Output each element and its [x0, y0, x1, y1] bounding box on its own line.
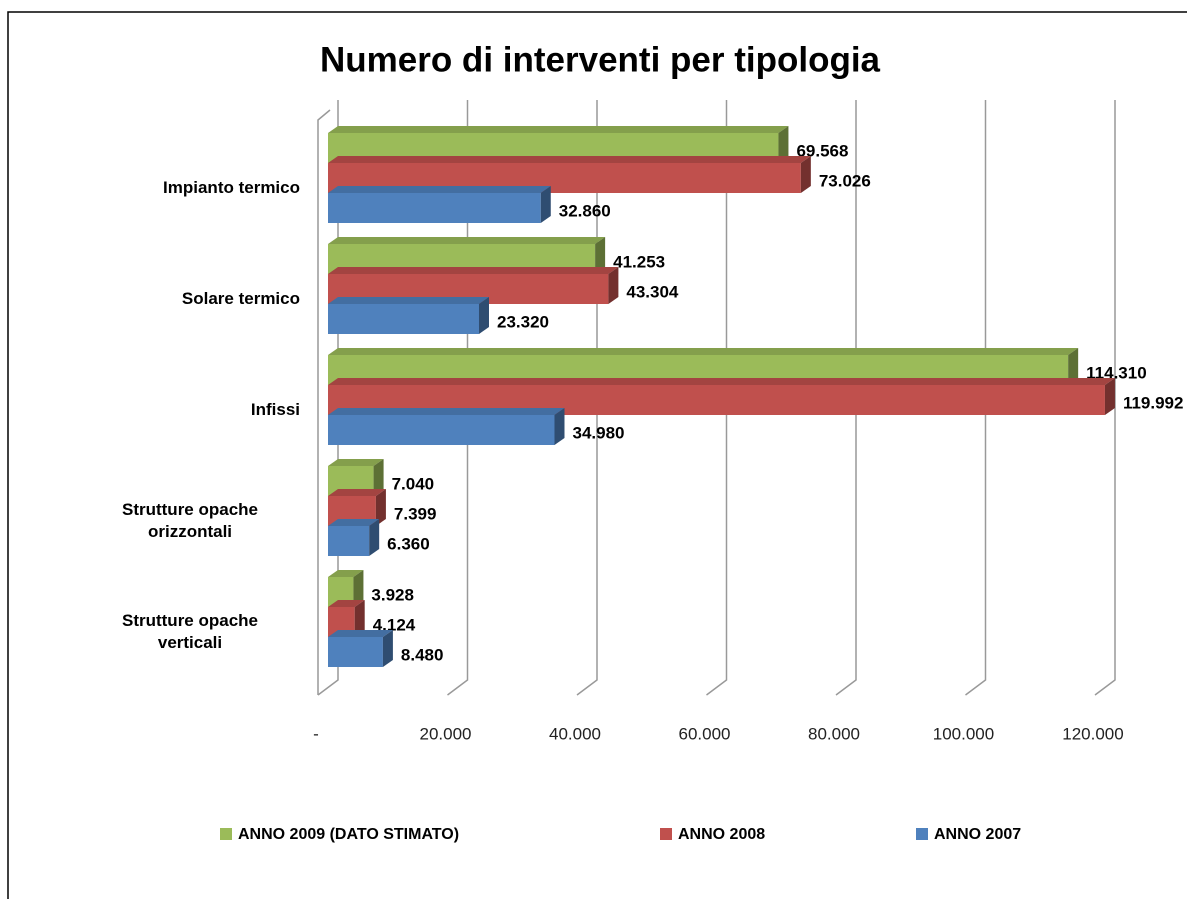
axis-wall: [317, 109, 331, 695]
value-label: 114.310: [1086, 363, 1147, 382]
bar: [328, 637, 383, 667]
category-label: Solare termico: [181, 289, 300, 308]
bar-top: [328, 186, 551, 193]
bar-top: [328, 348, 1079, 355]
bar-top: [328, 630, 393, 637]
chart-title: Numero di interventi per tipologia: [320, 40, 881, 79]
legend-label: ANNO 2008: [678, 826, 765, 843]
x-tick-label: -: [313, 724, 319, 743]
value-label: 69.568: [796, 141, 848, 160]
bar-side: [1104, 378, 1115, 415]
bar-top: [328, 237, 606, 244]
x-tick-label: 100.000: [933, 724, 994, 743]
bar-top: [328, 459, 384, 466]
value-label: 6.360: [387, 534, 430, 553]
category-label: Impianto termico: [163, 178, 300, 197]
bar-side: [608, 267, 619, 304]
grid-line: [965, 100, 987, 696]
value-label: 7.040: [392, 474, 435, 493]
value-label: 32.860: [559, 201, 611, 220]
bar-top: [328, 156, 811, 163]
bar-top: [328, 489, 386, 496]
value-label: 8.480: [401, 645, 444, 664]
bar-top: [328, 570, 364, 577]
x-tick-label: 40.000: [549, 724, 601, 743]
bar-top: [328, 126, 789, 133]
bar-side: [354, 600, 365, 637]
bar-side: [478, 297, 489, 334]
bar-side: [375, 489, 386, 526]
bar-side: [800, 156, 811, 193]
category-label: Strutture opache verticali: [121, 611, 259, 652]
value-label: 23.320: [497, 312, 549, 331]
legend-label: ANNO 2007: [934, 826, 1021, 843]
value-label: 3.928: [371, 585, 414, 604]
grid-line: [835, 100, 857, 696]
x-tick-label: 80.000: [808, 724, 860, 743]
bar-top: [328, 600, 365, 607]
value-label: 34.980: [572, 423, 624, 442]
value-label: 43.304: [626, 282, 679, 301]
category-label: Strutture opache orizzontali: [121, 500, 259, 541]
bar-side: [554, 408, 565, 445]
legend-swatch: [220, 828, 232, 840]
bar-top: [328, 378, 1115, 385]
legend-swatch: [660, 828, 672, 840]
bar-top: [328, 408, 565, 415]
grid-line: [1094, 100, 1116, 696]
bar-side: [353, 570, 364, 607]
value-label: 7.399: [394, 504, 437, 523]
bar-top: [328, 519, 380, 526]
bar-side: [369, 519, 380, 556]
x-tick-label: 120.000: [1062, 724, 1123, 743]
grid-line: [706, 100, 728, 696]
legend-swatch: [916, 828, 928, 840]
bar: [328, 304, 479, 334]
bar-side: [373, 459, 384, 496]
value-label: 4.124: [373, 615, 416, 634]
bar-top: [328, 267, 619, 274]
frame: [7, 11, 1187, 899]
bar: [328, 415, 555, 445]
bar-top: [328, 297, 489, 304]
bar: [328, 526, 370, 556]
bar-side: [595, 237, 606, 274]
bar-side: [1068, 348, 1079, 385]
x-tick-label: 20.000: [420, 724, 472, 743]
value-label: 41.253: [613, 252, 665, 271]
bar-side: [540, 186, 551, 223]
bar: [328, 193, 541, 223]
legend-label: ANNO 2009 (DATO STIMATO): [238, 826, 459, 843]
value-label: 73.026: [819, 171, 871, 190]
bar-side: [382, 630, 393, 667]
value-label: 119.992: [1123, 393, 1184, 412]
bar-side: [778, 126, 789, 163]
x-tick-label: 60.000: [679, 724, 731, 743]
category-label: Infissi: [250, 400, 300, 419]
